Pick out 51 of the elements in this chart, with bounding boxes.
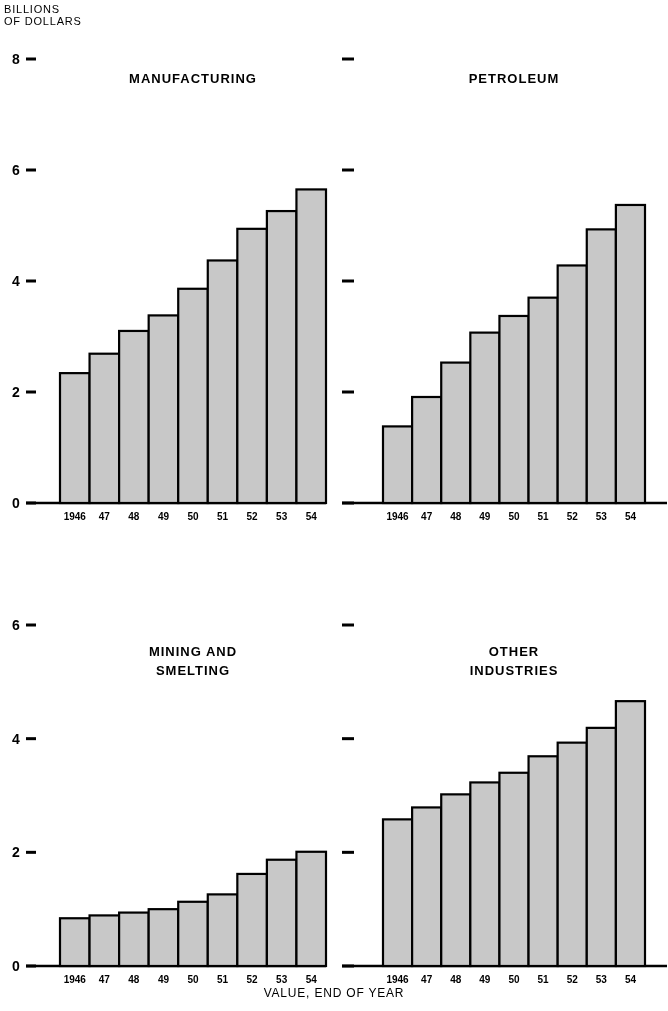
y-axis-title: BILLIONS OF DOLLARS	[4, 3, 82, 27]
x-tick-label: 1946	[386, 974, 410, 985]
x-tick-label: 51	[216, 511, 229, 522]
y-tick-label: 4	[12, 730, 21, 747]
x-tick-label: 48	[128, 511, 140, 522]
x-tick-label: 49	[479, 974, 491, 985]
y-tick-label: 4	[12, 272, 21, 289]
x-tick-label: 51	[216, 974, 229, 985]
x-tick-label: 47	[98, 974, 111, 985]
y-tick-label: 8	[12, 50, 21, 67]
x-tick-label: 52	[566, 974, 579, 985]
y-tick-label: 6	[12, 616, 21, 633]
y-tick-label: 6	[12, 161, 21, 178]
x-tick-label: 53	[595, 974, 608, 985]
x-tick-label: 47	[98, 511, 111, 522]
x-tick-label: 53	[276, 974, 288, 985]
x-tick-label: 1946	[386, 511, 410, 522]
x-axis-title: VALUE, END OF YEAR	[263, 986, 405, 1000]
y-tick-label: 2	[12, 383, 21, 400]
text: MINING AND SMELTING	[148, 644, 238, 678]
text: MANUFACTURING	[129, 71, 257, 86]
x-tick-label: 54	[624, 974, 637, 985]
x-tick-label: 53	[276, 511, 288, 522]
x-tick-label: 53	[595, 511, 608, 522]
x-tick-label: 49	[157, 511, 170, 522]
x-tick-label: 49	[479, 511, 491, 522]
x-tick-label: 52	[246, 974, 259, 985]
x-tick-label: 48	[450, 511, 462, 522]
x-tick-label: 54	[624, 511, 637, 522]
x-tick-label: 49	[157, 974, 170, 985]
x-tick-label: 1946	[63, 511, 87, 522]
text: OTHER INDUSTRIES	[469, 644, 559, 678]
x-tick-label: 52	[246, 511, 259, 522]
x-tick-label: 54	[305, 511, 318, 522]
x-tick-label: 54	[305, 974, 318, 985]
y-tick-label: 2	[12, 844, 21, 861]
x-tick-label: 1946	[63, 974, 87, 985]
text: PETROLEUM	[468, 71, 560, 86]
y-tick-label: 0	[12, 494, 21, 511]
x-tick-label: 50	[187, 974, 199, 985]
x-tick-label: 47	[421, 974, 433, 985]
x-tick-label: 50	[187, 511, 199, 522]
x-tick-label: 47	[421, 511, 433, 522]
x-tick-label: 50	[508, 974, 520, 985]
x-tick-label: 52	[566, 511, 579, 522]
x-tick-label: 48	[128, 974, 140, 985]
x-tick-label: 48	[450, 974, 462, 985]
y-tick-label: 0	[12, 957, 21, 974]
x-tick-label: 51	[537, 974, 550, 985]
x-tick-label: 51	[537, 511, 550, 522]
x-tick-label: 50	[508, 511, 520, 522]
